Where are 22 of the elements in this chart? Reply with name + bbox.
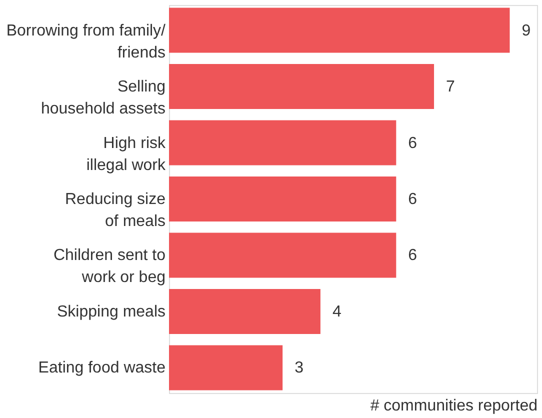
- y-tick-label: Selling household assets: [40, 78, 166, 118]
- x-axis-title: # communities reported: [370, 398, 538, 414]
- data-label: 6: [408, 191, 418, 208]
- bar: [169, 288, 320, 334]
- y-tick-label: High risk illegal work: [86, 134, 166, 174]
- bar: [169, 120, 396, 166]
- y-tick-label: Eating food waste: [38, 360, 166, 377]
- data-label: 3: [294, 360, 304, 377]
- bar: [169, 232, 396, 278]
- data-label: 7: [446, 78, 456, 96]
- data-label: 9: [522, 22, 531, 40]
- bar: [169, 64, 434, 110]
- y-tick-label: Borrowing from family/ friends: [6, 22, 166, 62]
- bar: [169, 176, 396, 222]
- y-tick-label: Reducing size of meals: [65, 191, 166, 230]
- data-label: 6: [408, 134, 418, 152]
- data-label: 4: [332, 303, 342, 320]
- data-label: 6: [408, 247, 418, 264]
- bar: [169, 8, 510, 53]
- y-tick-label: Skipping meals: [57, 303, 166, 320]
- bar: [169, 345, 283, 390]
- y-tick-label: Children sent to work or beg: [53, 247, 166, 286]
